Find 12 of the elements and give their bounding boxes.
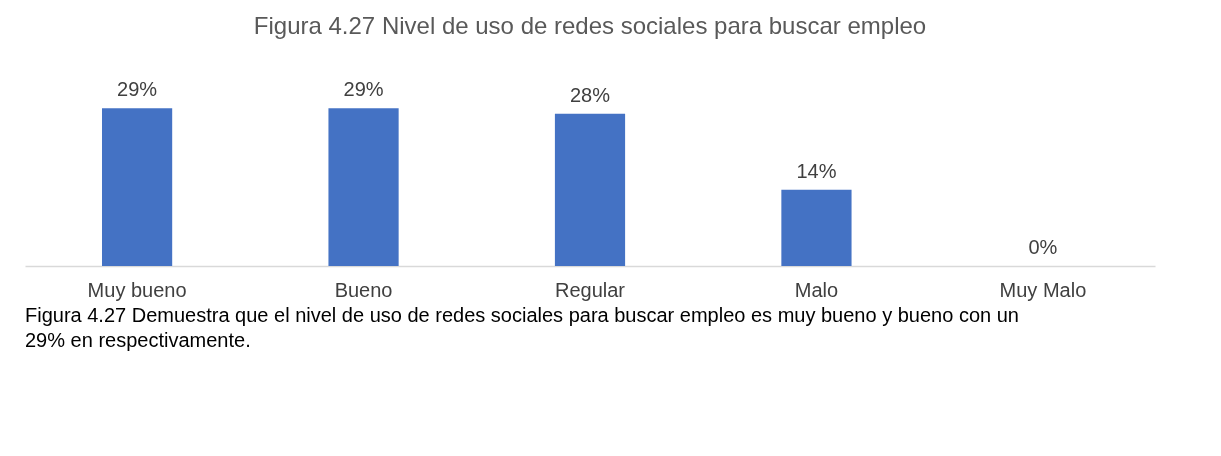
x-tick-label: Bueno — [334, 278, 393, 301]
data-label: 28% — [569, 83, 611, 106]
text: Figura 4.27 Demuestra que el nivel de uso de redes sociales para buscar empleo es muy bueno y bueno con un 29% en respectivamente. — [25, 304, 1019, 351]
data-label: 14% — [796, 159, 837, 182]
data-label: 0% — [1028, 236, 1058, 258]
chart-title: Figura 4.27 Nivel de uso de redes sociales para buscar empleo — [253, 12, 927, 39]
data-label: 29% — [117, 78, 158, 101]
x-tick-label: Regular — [554, 278, 626, 301]
x-tick-label: Muy Malo — [999, 278, 1087, 301]
data-label: 29% — [343, 78, 384, 101]
x-tick-label: Muy bueno — [87, 278, 187, 301]
x-tick-label: Malo — [794, 278, 839, 301]
